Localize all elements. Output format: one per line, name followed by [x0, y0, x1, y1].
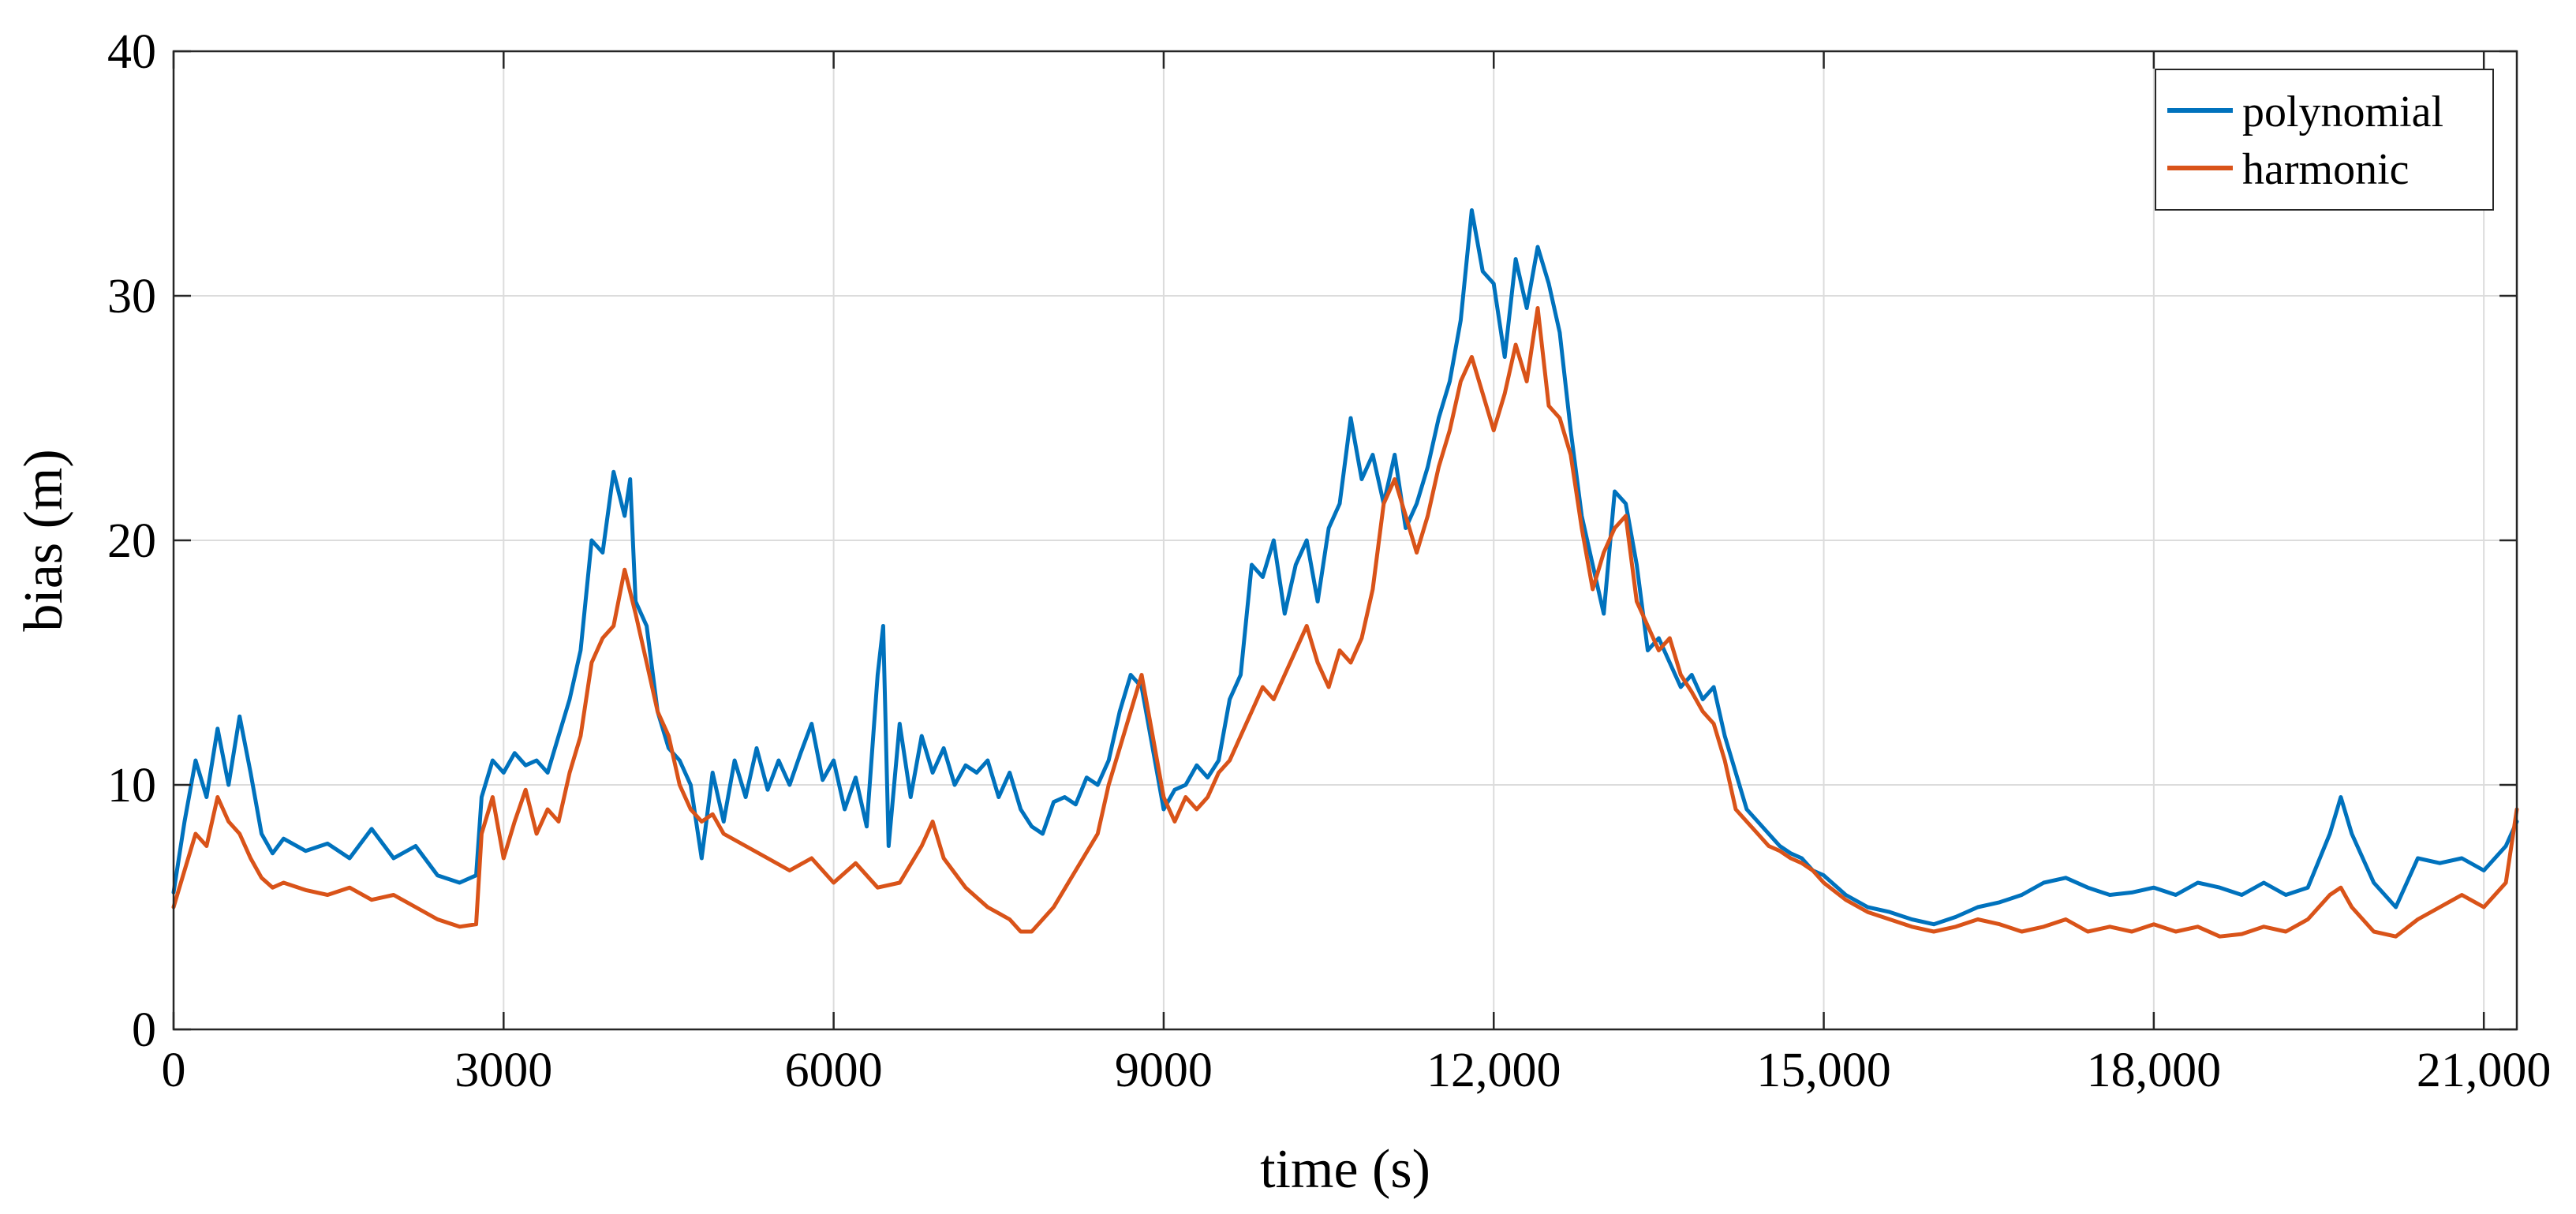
legend-box [2155, 69, 2494, 211]
x-tick-label: 21,000 [2417, 1044, 2552, 1097]
tick-marks [172, 50, 2517, 1031]
series-line-polynomial [171, 208, 2519, 927]
x-tick-label: 15,000 [1756, 1044, 1891, 1097]
y-tick-label: 0 [132, 1003, 156, 1057]
x-tick-label: 12,000 [1426, 1044, 1561, 1097]
legend-label-harmonic: harmonic [2242, 145, 2409, 194]
x-tick-label: 6000 [785, 1044, 883, 1097]
legend: polynomial harmonic [2155, 69, 2494, 211]
x-axis-title: time (s) [1260, 1139, 1430, 1200]
x-tick-label: 3000 [454, 1044, 552, 1097]
y-tick-label: 20 [107, 514, 156, 568]
tick-labels: 0 3000 6000 9000 12,000 15,000 18,000 21,000 0 10… [107, 25, 2551, 1097]
y-axis-title: bias (m) [13, 449, 74, 631]
x-tick-label: 0 [162, 1044, 186, 1097]
series-line-harmonic [171, 306, 2519, 939]
x-tick-label: 18,000 [2087, 1044, 2222, 1097]
y-tick-label: 40 [107, 25, 156, 79]
y-tick-label: 30 [107, 270, 156, 323]
x-tick-label: 9000 [1115, 1044, 1213, 1097]
series-lines [171, 208, 2519, 939]
y-tick-label: 10 [107, 759, 156, 812]
legend-label-polynomial: polynomial [2242, 88, 2443, 136]
